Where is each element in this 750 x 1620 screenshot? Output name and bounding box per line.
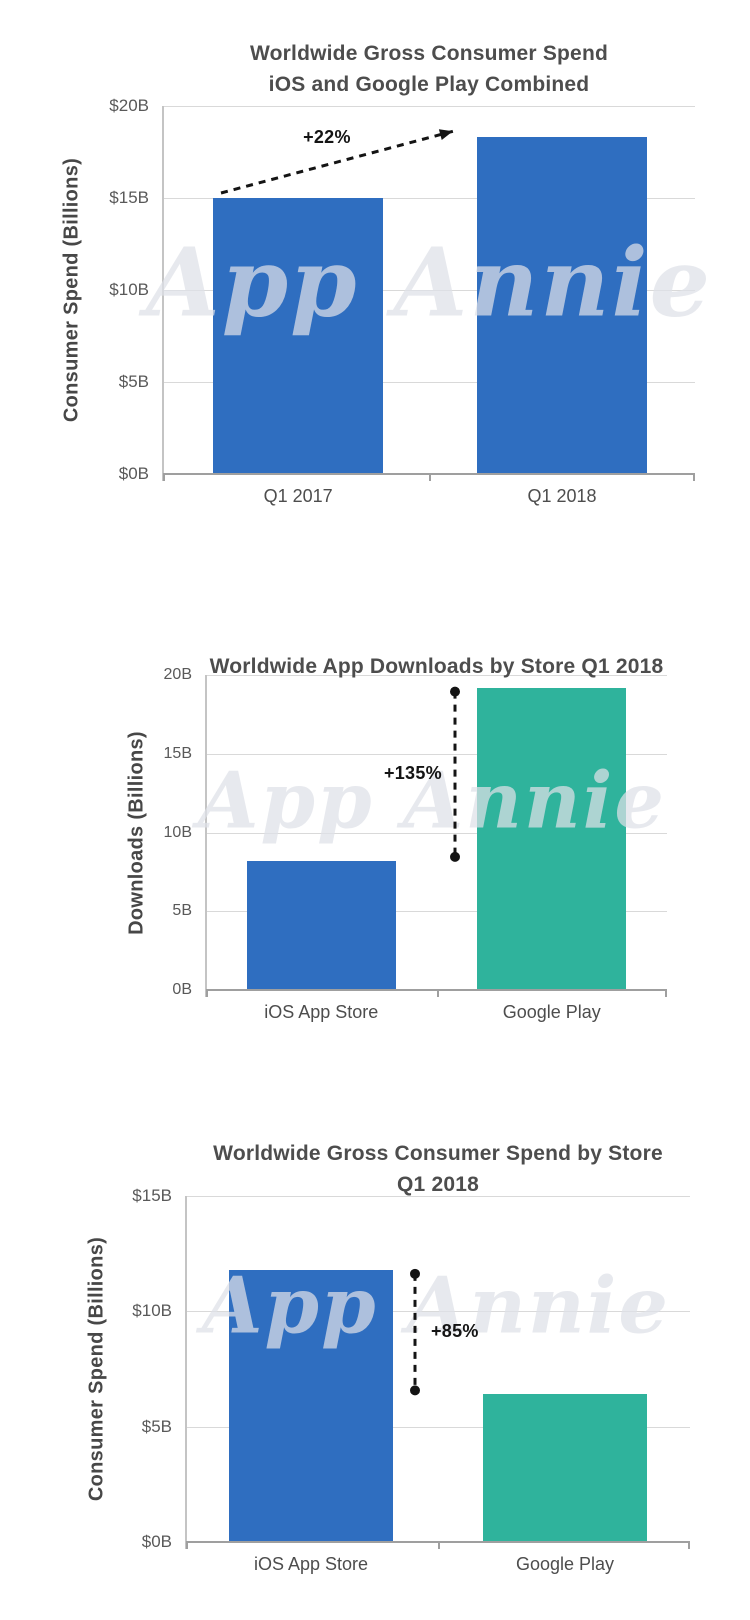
x-axis-tick xyxy=(186,1542,188,1549)
chart-title: Worldwide App Downloads by Store Q1 2018 xyxy=(209,655,664,679)
chart-subtitle: Q1 2018 xyxy=(397,1173,479,1196)
gridline xyxy=(163,106,695,107)
y-axis-title: Consumer Spend (Billions) xyxy=(85,1236,108,1502)
y-tick-label: $5B xyxy=(118,372,149,391)
bar-google-play xyxy=(483,1394,647,1542)
x-category-label: Google Play xyxy=(502,1002,601,1022)
x-axis-tick xyxy=(163,474,165,481)
x-axis-tick xyxy=(665,990,667,997)
annotation-label: +135% xyxy=(383,763,442,784)
y-tick-label: $5B xyxy=(141,1416,172,1436)
gridline xyxy=(186,1196,690,1197)
annotation-label: +22% xyxy=(303,127,351,148)
trend-arrow-annotation xyxy=(220,129,454,195)
x-axis-tick xyxy=(693,474,695,481)
chart-title: Worldwide Gross Consumer Spend by Store xyxy=(213,1142,663,1166)
bar-q1-2018 xyxy=(476,137,648,474)
x-axis-tick xyxy=(436,990,439,997)
y-axis-line xyxy=(185,1196,187,1549)
x-axis-tick xyxy=(438,1542,440,1549)
y-tick-label: $20B xyxy=(109,96,149,115)
chart-title: Worldwide Gross Consumer Spend xyxy=(250,42,608,66)
gridline xyxy=(206,675,667,676)
y-tick-label: 5B xyxy=(172,902,192,920)
bar-q1-2017 xyxy=(213,198,384,474)
y-tick-label: $15B xyxy=(132,1186,172,1205)
x-category-label: Q1 2018 xyxy=(527,486,597,506)
y-axis-line xyxy=(205,675,207,997)
annotation-label: +85% xyxy=(431,1321,479,1342)
y-tick-label: 0B xyxy=(172,981,192,998)
y-tick-label: 10B xyxy=(163,823,192,841)
plot-area: 20B 15B 10B 5B 0B iOS App Store Google Play +13… xyxy=(164,666,667,1022)
gridline xyxy=(163,382,695,383)
x-category-label: Q1 2017 xyxy=(263,486,333,506)
plot-area: $20B $15B $10B $5B $0B Q1 2017 Q1 2018 +22% xyxy=(109,97,695,506)
x-category-label: Google Play xyxy=(515,1554,615,1574)
gridline xyxy=(163,290,695,291)
gridline xyxy=(186,1311,690,1313)
gridline xyxy=(206,911,667,913)
chart-subtitle: iOS and Google Play Combined xyxy=(268,73,590,96)
x-category-label: iOS App Store xyxy=(253,1554,369,1574)
gridline xyxy=(206,832,667,834)
dumbbell-annotation xyxy=(410,1268,420,1396)
y-axis-line xyxy=(162,106,164,481)
gridline xyxy=(163,198,695,199)
bar-google-play xyxy=(477,687,627,990)
bar-ios-app-store xyxy=(246,860,396,990)
plot-area: $15B $10B $5B $0B iOS App Store Google Play +8… xyxy=(132,1187,690,1574)
gridline xyxy=(186,1426,690,1428)
x-axis-tick xyxy=(429,474,431,481)
y-tick-label: $0B xyxy=(118,464,149,483)
y-tick-label: $0B xyxy=(141,1532,172,1551)
gridline xyxy=(206,753,667,755)
x-axis-tick xyxy=(206,990,208,997)
bar-ios-app-store xyxy=(229,1269,393,1542)
y-tick-label: $10B xyxy=(109,280,149,299)
x-axis-tick xyxy=(688,1542,690,1549)
y-tick-label: 15B xyxy=(163,744,192,762)
y-tick-label: $10B xyxy=(132,1301,172,1321)
y-tick-label: 20B xyxy=(163,666,192,683)
dumbbell-annotation xyxy=(450,686,460,862)
x-category-label: iOS App Store xyxy=(264,1002,379,1022)
y-tick-label: $15B xyxy=(109,188,149,207)
